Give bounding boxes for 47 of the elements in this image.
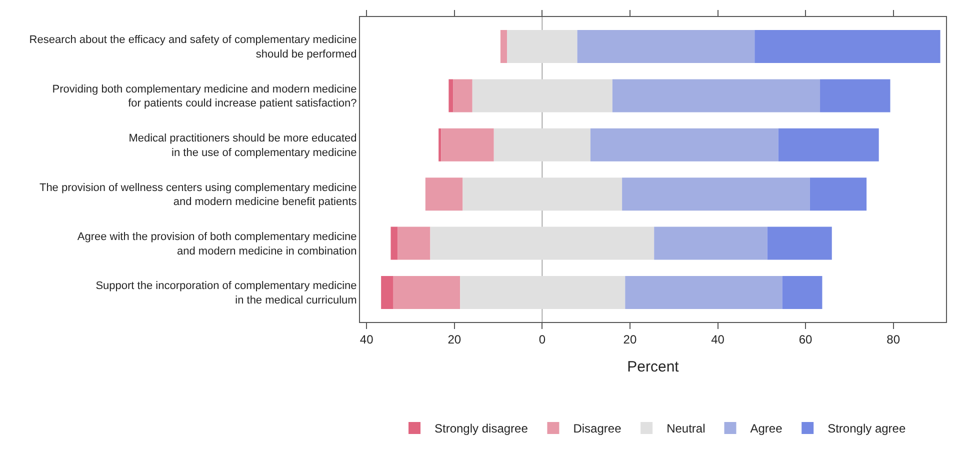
legend-label: Disagree — [573, 422, 622, 436]
bar — [472, 79, 612, 112]
legend-label: Neutral — [666, 422, 706, 436]
y-tick-label: Support the incorporation of complementary medicine in the medical curriculum — [96, 280, 357, 306]
y-tick-label: Medical practitioners should be more educated in the use of complementary medicine — [128, 132, 357, 159]
bar — [810, 178, 867, 211]
x-tick-label: 40 — [711, 332, 725, 346]
bar — [425, 178, 463, 211]
bar — [438, 128, 442, 162]
bar — [767, 226, 832, 260]
bar — [393, 276, 460, 309]
bar — [590, 128, 778, 162]
x-tick-label: 60 — [798, 332, 813, 346]
bar — [782, 276, 822, 309]
bar — [577, 30, 755, 63]
y-tick-label: Providing both complementary medicine and modern medicine for patients could increase patient satisfaction? — [52, 83, 357, 110]
bar — [625, 276, 782, 309]
bar — [441, 128, 494, 162]
bar — [398, 226, 430, 260]
legend-label: Strongly agree — [828, 422, 906, 436]
y-tick-label: Research about the efficacy and safety of complementary medicine should be performed — [29, 34, 357, 61]
y-tick-label: The provision of wellness centers using complementary medicine and modern medicine benefit patients — [39, 182, 358, 208]
bar — [494, 128, 590, 162]
bar — [390, 226, 398, 260]
x-tick-label: 20 — [623, 332, 637, 346]
bar — [622, 178, 810, 211]
x-tick-label: 40 — [360, 332, 374, 346]
legend-label: Strongly disagree — [434, 422, 528, 436]
bar — [500, 30, 508, 63]
bar — [820, 79, 890, 112]
x-axis-title: Percent — [627, 358, 680, 376]
bar — [453, 79, 472, 112]
y-tick-label: Agree with the provision of both complementary medicine and modern medicine in combination — [77, 230, 357, 258]
bar — [754, 30, 940, 63]
x-tick-label: 20 — [448, 332, 462, 346]
bar — [448, 79, 454, 112]
bar — [381, 276, 394, 309]
bar — [654, 226, 768, 260]
x-tick-label: 0 — [538, 332, 546, 346]
bar — [778, 128, 879, 162]
bar — [612, 79, 820, 112]
bar — [462, 178, 622, 211]
bar — [507, 30, 578, 63]
x-tick-label: 80 — [886, 332, 900, 346]
bar — [460, 276, 626, 309]
bar — [430, 226, 654, 260]
legend-label: Agree — [750, 422, 783, 436]
